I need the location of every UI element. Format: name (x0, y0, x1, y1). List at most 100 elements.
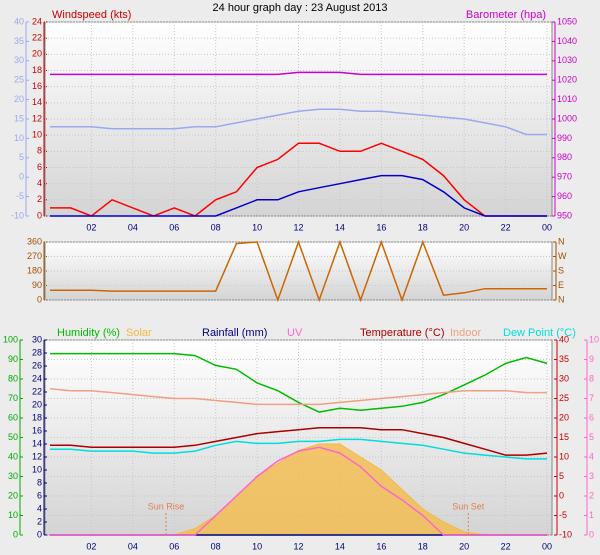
legend-label: Rainfall (mm) (202, 327, 267, 339)
y-tick-label: 270 (27, 251, 42, 261)
annotation: Sun Set (452, 501, 485, 511)
series-line (50, 108, 547, 136)
y3-tick-label: 0 (19, 172, 24, 182)
y2-tick-label: N (558, 294, 565, 304)
legend-label: UV (287, 327, 303, 339)
legend-label: Temperature (°C) (360, 327, 444, 339)
chart-title: 24 hour graph day : 23 August 2013 (213, 2, 388, 14)
y2-tick-label: 970 (557, 172, 572, 182)
x-tick-label: 14 (335, 541, 345, 551)
y2-tick-label: 10 (559, 451, 569, 461)
y4-tick-label: 2 (589, 490, 594, 500)
y-tick-label: 60 (8, 412, 18, 422)
y3-tick-label: 12 (32, 451, 42, 461)
y2-tick-label: S (558, 265, 564, 275)
series-line (50, 71, 547, 76)
y-tick-label: 4 (37, 178, 42, 188)
y2-tick-label: W (558, 251, 567, 261)
y3-tick-label: 0 (37, 529, 42, 539)
x-tick-label: 08 (211, 222, 221, 232)
y4-tick-label: 0 (589, 529, 594, 539)
y4-tick-label: 3 (589, 471, 594, 481)
y3-tick-label: 6 (37, 490, 42, 500)
y2-tick-label: 990 (557, 133, 572, 143)
y3-tick-label: -5 (16, 191, 24, 201)
y-tick-label: 70 (8, 393, 18, 403)
y2-tick-label: 35 (559, 354, 569, 364)
y3-tick-label: 30 (32, 334, 42, 344)
series-line (50, 427, 548, 456)
x-tick-label: 16 (376, 541, 386, 551)
y3-tick-label: 26 (32, 360, 42, 370)
y3-tick-label: 2 (37, 516, 42, 526)
y2-tick-label: 1050 (557, 16, 577, 26)
x-tick-label: 04 (128, 541, 138, 551)
y-tick-label: 0 (37, 294, 42, 304)
y3-tick-label: 20 (32, 399, 42, 409)
y2-tick-label: 40 (559, 334, 569, 344)
y3-tick-label: 30 (14, 55, 24, 65)
y-tick-label: 22 (32, 33, 42, 43)
y-tick-label: 10 (8, 510, 18, 520)
y-tick-label: 80 (8, 373, 18, 383)
y-tick-label: 30 (8, 471, 18, 481)
y4-tick-label: 10 (589, 334, 599, 344)
y-tick-label: 180 (27, 265, 42, 275)
y3-tick-label: 40 (14, 16, 24, 26)
series-line (50, 352, 548, 413)
series-line (50, 446, 547, 536)
y3-tick-label: 16 (32, 425, 42, 435)
series-line (50, 438, 547, 460)
y2-tick-label: 30 (559, 373, 569, 383)
y-tick-label: 0 (13, 529, 18, 539)
y-tick-label: 360 (27, 236, 42, 246)
y2-tick-label: 1000 (557, 113, 577, 123)
y3-tick-label: 22 (32, 386, 42, 396)
y-tick-label: 10 (32, 130, 42, 140)
legend-label: Indoor (450, 327, 482, 339)
y3-tick-label: 25 (14, 75, 24, 85)
y3-tick-label: 4 (37, 503, 42, 513)
y3-tick-label: 8 (37, 477, 42, 487)
x-tick-label: 00 (542, 222, 552, 232)
y4-tick-label: 7 (589, 393, 594, 403)
y2-tick-label: 5 (559, 471, 564, 481)
y3-tick-label: 20 (14, 94, 24, 104)
y-tick-label: 16 (32, 81, 42, 91)
x-tick-label: 18 (418, 222, 428, 232)
legend-label: Solar (126, 327, 152, 339)
x-tick-label: 18 (418, 541, 428, 551)
y-tick-label: 40 (8, 451, 18, 461)
legend-label: Humidity (%) (57, 327, 120, 339)
x-tick-label: 06 (169, 541, 179, 551)
series-line (49, 388, 547, 406)
y3-tick-label: 14 (32, 438, 42, 448)
y-tick-label: 14 (32, 97, 42, 107)
x-tick-label: 20 (459, 541, 469, 551)
y2-tick-label: 1040 (557, 36, 577, 46)
y2-tick-label: 980 (557, 152, 572, 162)
x-tick-label: 14 (335, 222, 345, 232)
x-tick-label: 10 (252, 222, 262, 232)
y3-tick-label: 28 (32, 347, 42, 357)
x-tick-label: 16 (376, 222, 386, 232)
y4-tick-label: 6 (589, 412, 594, 422)
y-tick-label: 12 (32, 113, 42, 123)
y3-tick-label: 18 (32, 412, 42, 422)
y-tick-label: 8 (37, 146, 42, 156)
y4-tick-label: 9 (589, 354, 594, 364)
y3-tick-label: 15 (14, 113, 24, 123)
series-line (50, 142, 547, 217)
x-tick-label: 22 (501, 541, 511, 551)
y4-tick-label: 4 (589, 451, 594, 461)
y-tick-label: 90 (32, 280, 42, 290)
y2-tick-label: 15 (559, 432, 569, 442)
x-tick-label: 20 (459, 222, 469, 232)
x-tick-label: 22 (501, 222, 511, 232)
y-tick-label: 24 (32, 16, 42, 26)
y3-tick-label: 5 (19, 152, 24, 162)
y3-tick-label: -10 (11, 210, 24, 220)
annotation: Sun Rise (148, 501, 185, 511)
y2-tick-label: 20 (559, 412, 569, 422)
